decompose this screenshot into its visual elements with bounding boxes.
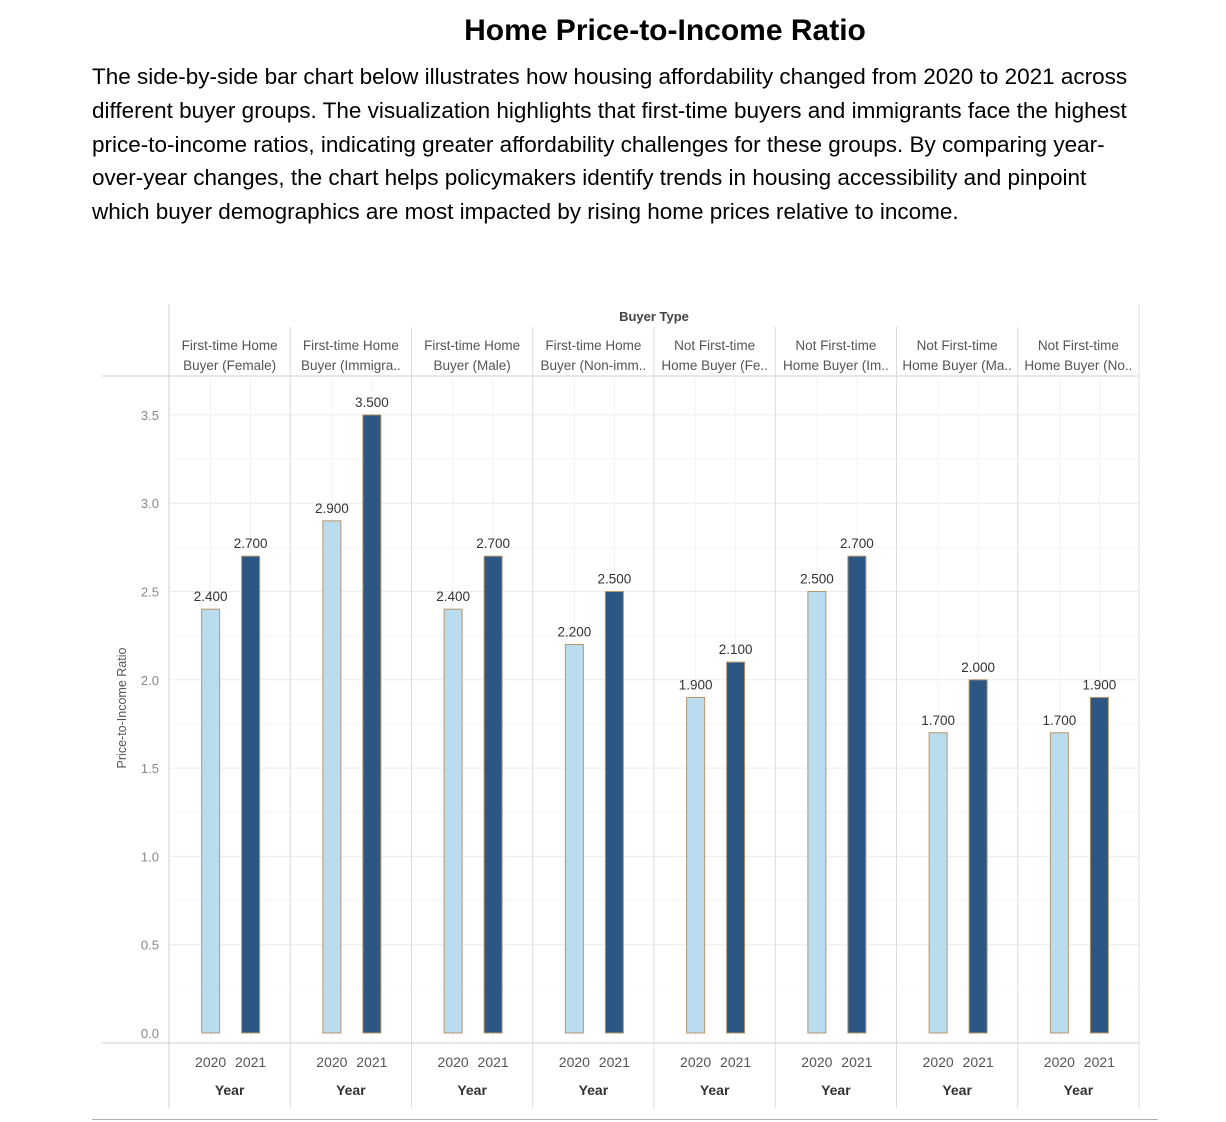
bottom-divider (92, 1119, 1158, 1120)
group-header-label: First-time Home (182, 338, 278, 353)
bar-value-label: 1.900 (1082, 677, 1116, 692)
group-header-label: Buyer (Immigra.. (301, 358, 401, 373)
y-tick-label: 1.0 (141, 849, 159, 864)
group-header-label: Buyer (Male) (433, 358, 510, 373)
bar-value-label: 2.000 (961, 660, 995, 675)
group-header-label: Not First-time (674, 338, 755, 353)
x-tick-label: 2021 (478, 1054, 509, 1070)
y-tick-label: 0.5 (141, 938, 159, 953)
bar-value-label: 2.700 (840, 536, 874, 551)
bar-2021 (847, 555, 867, 1034)
bar-value-label: 2.200 (557, 624, 591, 639)
y-tick-label: 3.5 (141, 408, 159, 423)
bar-value-label: 1.900 (679, 677, 713, 692)
bar-2021 (483, 555, 503, 1034)
y-tick-label: 2.0 (141, 673, 159, 688)
x-axis-title: Year (1064, 1082, 1094, 1098)
x-tick-label: 2021 (235, 1054, 266, 1070)
bar-value-label: 1.700 (1042, 713, 1076, 728)
group-header-label: First-time Home (424, 338, 520, 353)
x-tick-label: 2021 (1084, 1054, 1115, 1070)
bar-2020 (686, 696, 706, 1034)
bar-value-label: 1.700 (921, 713, 955, 728)
x-axis-title: Year (336, 1082, 366, 1098)
bar-2020 (928, 732, 948, 1034)
x-tick-label: 2021 (963, 1054, 994, 1070)
x-tick-label: 2021 (841, 1054, 872, 1070)
group-header-label: Home Buyer (Im.. (783, 358, 889, 373)
bar-value-label: 2.400 (436, 589, 470, 604)
bar-2020 (1049, 732, 1069, 1034)
y-tick-label: 3.0 (141, 496, 159, 511)
bar-2021 (604, 591, 624, 1034)
column-header-title: Buyer Type (619, 309, 689, 324)
bar-value-label: 2.100 (719, 642, 753, 657)
x-axis-title: Year (700, 1082, 730, 1098)
group-header-label: Buyer (Non-imm.. (540, 358, 646, 373)
bar-2020 (201, 608, 221, 1034)
bar-value-label: 3.500 (355, 395, 389, 410)
bar-2020 (443, 608, 463, 1034)
x-axis-title: Year (457, 1082, 487, 1098)
bar-value-label: 2.500 (800, 572, 834, 587)
group-header-label: Buyer (Female) (183, 358, 276, 373)
group-header-label: Home Buyer (No.. (1024, 358, 1132, 373)
bar-2021 (241, 555, 261, 1034)
bar-2021 (968, 679, 988, 1034)
x-tick-label: 2020 (680, 1054, 711, 1070)
group-header-label: First-time Home (303, 338, 399, 353)
x-axis-title: Year (942, 1082, 972, 1098)
x-tick-label: 2020 (801, 1054, 832, 1070)
document-paragraph: The side-by-side bar chart below illustr… (92, 64, 1128, 225)
x-tick-label: 2020 (559, 1054, 590, 1070)
bar-2021 (726, 661, 746, 1034)
bar-2020 (564, 643, 584, 1034)
bar-value-label: 2.900 (315, 501, 349, 516)
y-tick-label: 2.5 (141, 585, 159, 600)
bar-value-label: 2.400 (194, 589, 228, 604)
bar-value-label: 2.500 (597, 572, 631, 587)
x-tick-label: 2020 (438, 1054, 469, 1070)
group-header-label: Not First-time (795, 338, 876, 353)
y-tick-label: 0.0 (141, 1026, 159, 1041)
x-tick-label: 2021 (599, 1054, 630, 1070)
x-axis-title: Year (579, 1082, 609, 1098)
document-title: Home Price-to-Income Ratio (464, 14, 866, 47)
y-axis-title: Price-to-Income Ratio (115, 648, 129, 769)
x-tick-label: 2021 (720, 1054, 751, 1070)
bar-2020 (322, 520, 342, 1034)
x-tick-label: 2020 (1044, 1054, 1075, 1070)
group-header-label: Home Buyer (Ma.. (902, 358, 1012, 373)
x-tick-label: 2021 (356, 1054, 387, 1070)
bar-2021 (362, 414, 382, 1034)
x-tick-label: 2020 (923, 1054, 954, 1070)
group-header-label: First-time Home (545, 338, 641, 353)
bar-2021 (1089, 696, 1109, 1034)
group-header-label: Home Buyer (Fe.. (661, 358, 768, 373)
y-tick-label: 1.5 (141, 761, 159, 776)
bar-value-label: 2.700 (234, 536, 268, 551)
bar-2020 (807, 591, 827, 1034)
x-axis-title: Year (821, 1082, 851, 1098)
x-tick-label: 2020 (316, 1054, 347, 1070)
x-tick-label: 2020 (195, 1054, 226, 1070)
bar-value-label: 2.700 (476, 536, 510, 551)
group-header-label: Not First-time (1038, 338, 1119, 353)
group-header-label: Not First-time (917, 338, 998, 353)
x-axis-title: Year (215, 1082, 245, 1098)
